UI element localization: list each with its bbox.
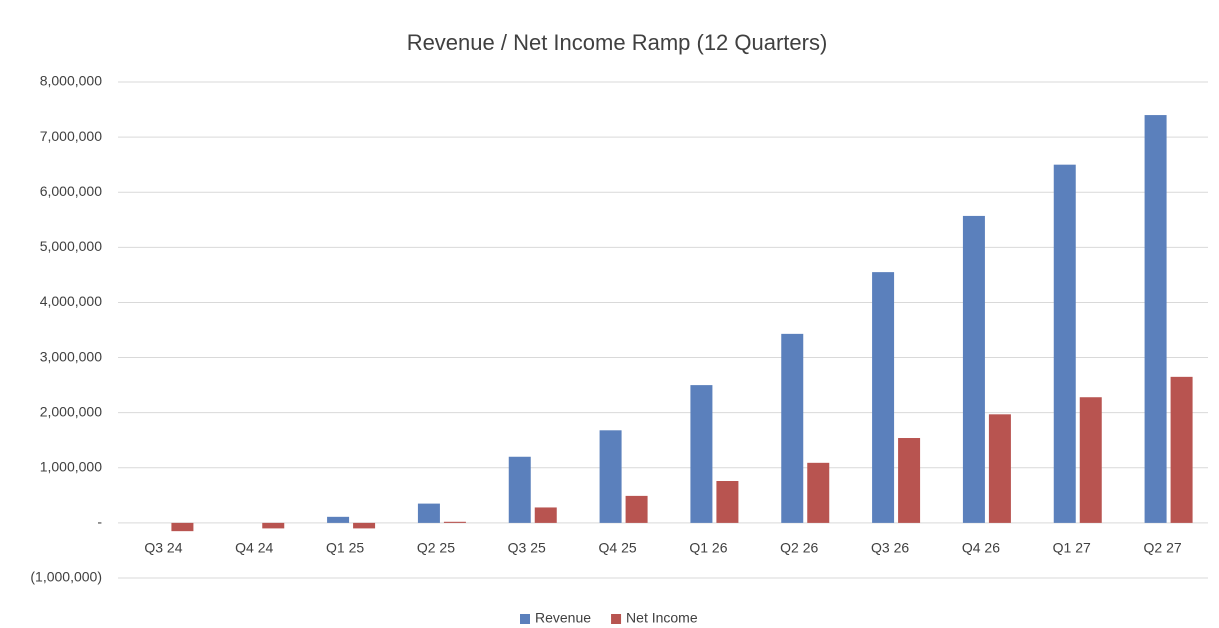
y-tick-label: 5,000,000 xyxy=(40,238,102,254)
bar xyxy=(262,522,285,529)
bar xyxy=(1144,115,1167,523)
y-tick-label: 1,000,000 xyxy=(40,458,102,474)
x-tick-label: Q3 26 xyxy=(871,540,909,556)
bar xyxy=(353,522,376,529)
x-tick-label: Q1 27 xyxy=(1053,540,1091,556)
x-tick-label: Q4 24 xyxy=(235,540,273,556)
bar xyxy=(534,507,557,523)
bar xyxy=(988,414,1011,523)
x-tick-label: Q1 25 xyxy=(326,540,364,556)
bar xyxy=(962,215,985,523)
legend-swatch xyxy=(611,614,622,624)
bar xyxy=(327,516,350,523)
x-tick-label: Q3 24 xyxy=(144,540,182,556)
y-tick-label: 4,000,000 xyxy=(40,293,102,309)
bar xyxy=(443,521,466,523)
bar xyxy=(625,495,648,523)
bar xyxy=(716,481,739,523)
y-tick-label: 3,000,000 xyxy=(40,348,102,364)
bar xyxy=(872,272,895,523)
bar xyxy=(599,430,622,523)
x-tick-label: Q4 26 xyxy=(962,540,1000,556)
bar xyxy=(1079,397,1102,523)
y-tick-label: 8,000,000 xyxy=(40,73,102,89)
x-tick-label: Q2 26 xyxy=(780,540,818,556)
x-tick-label: Q4 25 xyxy=(599,540,637,556)
x-tick-label: Q3 25 xyxy=(508,540,546,556)
legend-swatch xyxy=(520,614,530,624)
y-tick-label: 2,000,000 xyxy=(40,403,102,419)
bar xyxy=(508,456,531,523)
bar xyxy=(1053,164,1076,523)
x-tick-label: Q2 27 xyxy=(1144,540,1182,556)
bar xyxy=(807,462,830,523)
bar xyxy=(781,333,804,523)
legend-label: Revenue xyxy=(535,610,591,626)
bar xyxy=(898,438,921,523)
y-tick-label: (1,000,000) xyxy=(30,569,102,585)
bar xyxy=(690,385,713,523)
x-tick-label: Q2 25 xyxy=(417,540,455,556)
bar xyxy=(417,503,440,523)
y-tick-label: 6,000,000 xyxy=(40,183,102,199)
bar xyxy=(171,522,194,532)
bar xyxy=(1170,376,1193,523)
chart-title: Revenue / Net Income Ramp (12 Quarters) xyxy=(407,30,828,55)
y-tick-label: - xyxy=(97,514,102,530)
x-tick-label: Q1 26 xyxy=(689,540,727,556)
legend-label: Net Income xyxy=(626,610,698,626)
y-tick-label: 7,000,000 xyxy=(40,128,102,144)
